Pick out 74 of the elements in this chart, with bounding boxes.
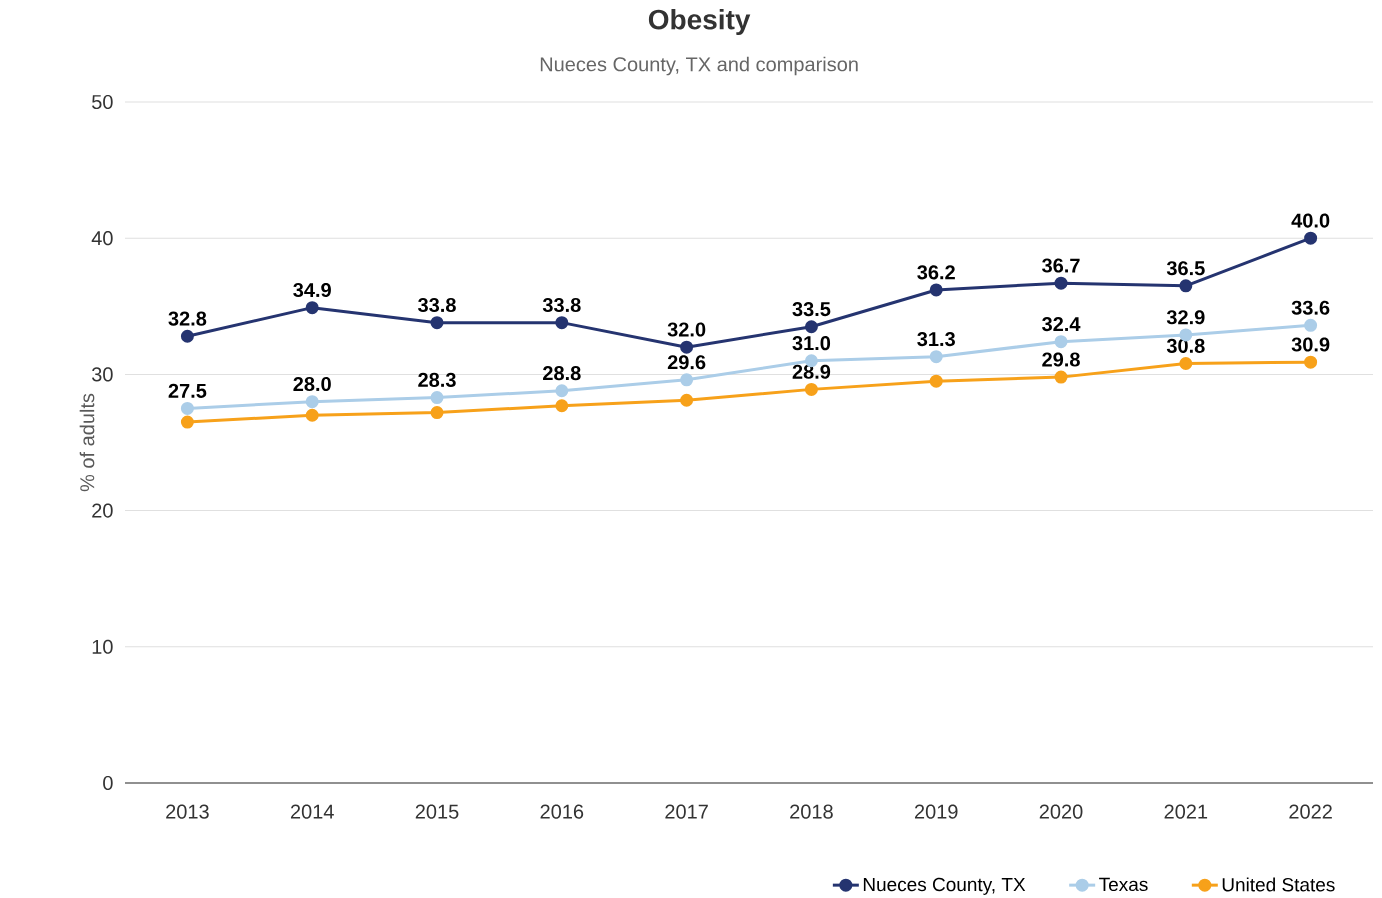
data-label: 28.9: [792, 364, 831, 379]
y-tick-label: 20: [92, 503, 113, 518]
point: [929, 374, 943, 388]
point: [180, 401, 194, 415]
data-label: 36.2: [917, 265, 955, 280]
data-label: 32.8: [168, 311, 207, 326]
x-tick-label: 2022: [1289, 804, 1332, 819]
point: [305, 408, 319, 422]
x-tick-label: 2019: [914, 804, 958, 819]
point: [1179, 279, 1193, 293]
point: [430, 316, 444, 330]
point: [180, 415, 194, 429]
x-tick-label: 2017: [665, 804, 708, 819]
legend-label: Texas: [1099, 877, 1148, 892]
data-label: 33.8: [418, 297, 456, 313]
x-tick-label: 2015: [415, 804, 459, 819]
point: [680, 373, 694, 387]
point: [430, 391, 444, 405]
point: [680, 340, 694, 354]
data-label: 28.8: [543, 366, 581, 381]
data-label: 34.9: [293, 282, 331, 298]
chart-subtitle: Nueces County, TX and comparison: [540, 56, 858, 76]
data-label: 32.0: [667, 322, 706, 337]
point: [555, 399, 569, 413]
point: [430, 406, 444, 420]
data-label: 30.8: [1166, 338, 1205, 353]
x-tick-label: 2016: [540, 804, 584, 819]
data-label: 30.9: [1291, 337, 1330, 352]
data-label: 28.3: [418, 372, 456, 388]
data-label: 33.8: [542, 297, 581, 313]
point: [305, 395, 319, 409]
point: [555, 384, 569, 398]
y-axis-title: % of adults: [79, 393, 95, 492]
data-label: 29.8: [1042, 352, 1080, 367]
data-label: 36.7: [1042, 258, 1080, 273]
data-label: 40.0: [1291, 213, 1330, 228]
point: [305, 301, 319, 315]
data-label: 31.3: [917, 331, 955, 347]
point: [1304, 355, 1318, 369]
x-tick-label: 2013: [166, 804, 209, 819]
y-tick-label: 0: [103, 775, 113, 791]
data-label: 32.4: [1042, 316, 1081, 332]
point: [1179, 357, 1193, 370]
point: [180, 329, 194, 343]
y-tick-label: 40: [91, 231, 113, 246]
point: [1054, 335, 1068, 349]
data-label: 36.5: [1166, 261, 1205, 276]
legend-label: United States: [1222, 877, 1335, 892]
data-label: 31.0: [792, 336, 831, 351]
point: [680, 393, 694, 407]
point: [1304, 231, 1318, 245]
data-label: 33.6: [1291, 300, 1330, 315]
data-label: 33.5: [792, 302, 831, 317]
x-tick-label: 2018: [790, 804, 833, 819]
point: [1054, 370, 1068, 384]
data-label: 29.6: [667, 355, 706, 370]
data-label: 27.5: [168, 383, 207, 398]
point: [929, 350, 943, 364]
chart-title: Obesity: [648, 8, 751, 36]
y-tick-label: 50: [92, 94, 113, 110]
point: [1054, 276, 1068, 290]
point: [804, 382, 818, 396]
data-label: 32.9: [1166, 310, 1205, 325]
y-tick-label: 30: [91, 367, 113, 382]
point: [929, 283, 943, 297]
x-tick-label: 2020: [1039, 804, 1083, 819]
legend-label: Nueces County, TX: [863, 877, 1026, 895]
data-label: 28.0: [293, 376, 331, 392]
x-tick-label: 2014: [290, 804, 334, 819]
point: [555, 316, 569, 330]
point: [1304, 318, 1318, 332]
y-tick-label: 10: [92, 639, 113, 654]
x-tick-label: 2021: [1164, 804, 1208, 819]
point: [804, 320, 818, 334]
